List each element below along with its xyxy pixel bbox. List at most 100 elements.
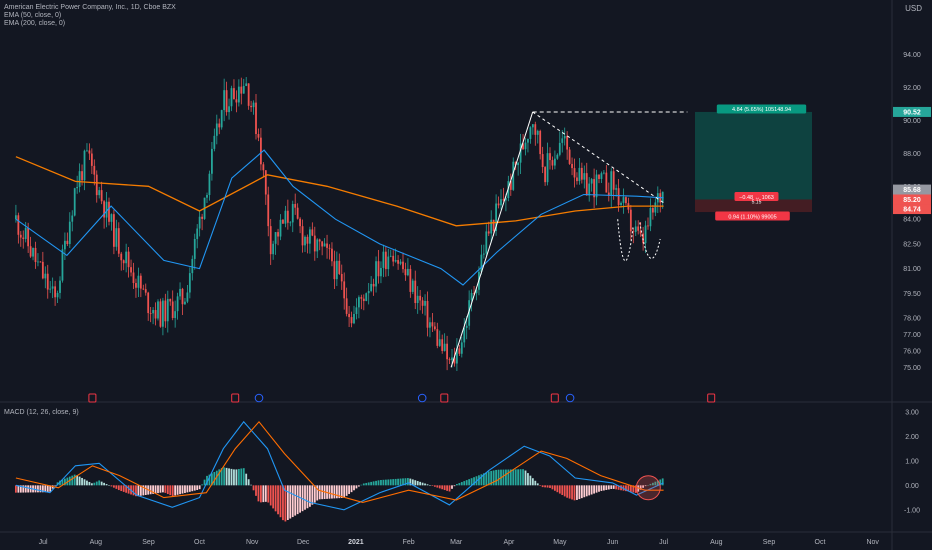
candle-body <box>338 260 341 274</box>
candle-body <box>252 102 255 108</box>
macd-histogram-bar <box>331 485 333 499</box>
candle-body <box>404 269 407 276</box>
time-tick-label: Oct <box>194 539 205 546</box>
time-tick-label: Jul <box>39 539 48 546</box>
macd-histogram-bar <box>478 475 480 486</box>
macd-histogram-bar <box>98 480 101 486</box>
macd-legend: MACD (12, 26, close, 9) <box>4 409 79 416</box>
macd-histogram-bar <box>642 485 644 488</box>
macd-histogram-bar <box>355 485 358 489</box>
macd-histogram-bar <box>311 485 314 505</box>
candle-body <box>654 202 657 213</box>
macd-histogram-bar <box>262 485 265 503</box>
pnl-label-bg <box>734 191 779 201</box>
price-tick-label: 82.50 <box>903 241 921 248</box>
candle-body <box>340 273 343 282</box>
macd-histogram-bar <box>522 469 524 486</box>
macd-histogram-bar <box>460 482 463 486</box>
macd-histogram-bar <box>220 468 223 486</box>
time-tick-label: Jul <box>659 539 668 546</box>
macd-histogram-bar <box>223 467 226 486</box>
macd-histogram-bar <box>309 485 311 507</box>
macd-histogram-bar <box>242 468 245 486</box>
macd-histogram-bar <box>512 469 515 486</box>
earnings-marker <box>440 393 449 403</box>
macd-histogram-bar <box>372 481 375 486</box>
time-tick-label: Sep <box>763 539 776 546</box>
macd-histogram-bar <box>536 483 539 486</box>
candle-body <box>29 246 32 257</box>
macd-histogram-bar <box>338 485 341 499</box>
candle-body <box>233 88 235 100</box>
macd-histogram-bar <box>193 485 196 491</box>
macd-histogram-bar <box>485 472 488 486</box>
macd-histogram-bar <box>15 485 17 493</box>
candle-body <box>615 188 618 190</box>
price-marker-label: 84.74 <box>903 207 921 214</box>
macd-histogram-bar <box>103 482 105 486</box>
candle-body <box>355 307 358 314</box>
macd-histogram-bar <box>568 485 571 499</box>
candle-body <box>593 179 595 198</box>
candle-body <box>54 286 56 298</box>
macd-histogram-bar <box>179 485 181 495</box>
macd-histogram-bar <box>257 485 260 502</box>
time-tick-label: Apr <box>503 539 515 546</box>
candle-body <box>563 135 566 139</box>
candle-body <box>120 253 123 261</box>
candle-body <box>475 289 478 294</box>
macd-histogram-bar <box>429 485 431 486</box>
position-zones <box>695 111 812 213</box>
candle-body <box>240 86 243 94</box>
macd-histogram-bar <box>362 483 365 486</box>
target-label-bg <box>716 104 807 114</box>
candle-body <box>622 197 625 203</box>
candle-body <box>267 194 270 227</box>
candle-body <box>73 188 76 216</box>
macd-histogram-bar <box>458 483 461 486</box>
macd-histogram-bar <box>389 479 392 486</box>
candle-body <box>539 130 542 155</box>
macd-histogram-bar <box>88 481 91 486</box>
candle-body <box>603 172 605 174</box>
candle-body <box>549 153 551 161</box>
candle-body <box>517 162 520 166</box>
candle-body <box>272 243 275 255</box>
macd-histogram-bar <box>162 485 164 493</box>
candle-body <box>384 251 387 270</box>
candle-body <box>424 300 426 306</box>
candle-body <box>17 215 20 235</box>
macd-histogram-bar <box>76 475 79 486</box>
candle-body <box>137 275 140 288</box>
candle-body <box>108 201 110 222</box>
candle-body <box>362 298 365 302</box>
candle-body <box>46 273 49 290</box>
macd-histogram-bar <box>649 483 652 486</box>
double-bottom-right <box>639 222 661 259</box>
macd-histogram-bar <box>627 485 630 492</box>
earnings-marker <box>707 393 716 403</box>
macd-histogram-bar <box>590 485 593 495</box>
macd-histogram-bar <box>247 479 250 486</box>
candle-body <box>605 172 608 193</box>
candle-body <box>27 227 30 247</box>
candle-body <box>71 215 74 222</box>
candle-body <box>438 339 441 346</box>
macd-histogram-bar <box>291 485 294 518</box>
candle-body <box>561 138 564 143</box>
candle-body <box>215 123 218 136</box>
macd-histogram-bar <box>203 479 206 486</box>
macd-histogram-bar <box>436 485 439 488</box>
candle-body <box>230 88 233 107</box>
macd-histogram-bar <box>456 483 458 486</box>
macd-histogram-bar <box>17 485 20 493</box>
candle-body <box>661 191 664 203</box>
macd-histogram-bar <box>345 485 348 496</box>
candle-body <box>348 313 350 318</box>
candle-body <box>607 192 610 196</box>
candle-body <box>39 261 42 263</box>
candle-body <box>568 149 571 164</box>
macd-histogram-bar <box>358 485 360 487</box>
candle-body <box>485 231 488 254</box>
